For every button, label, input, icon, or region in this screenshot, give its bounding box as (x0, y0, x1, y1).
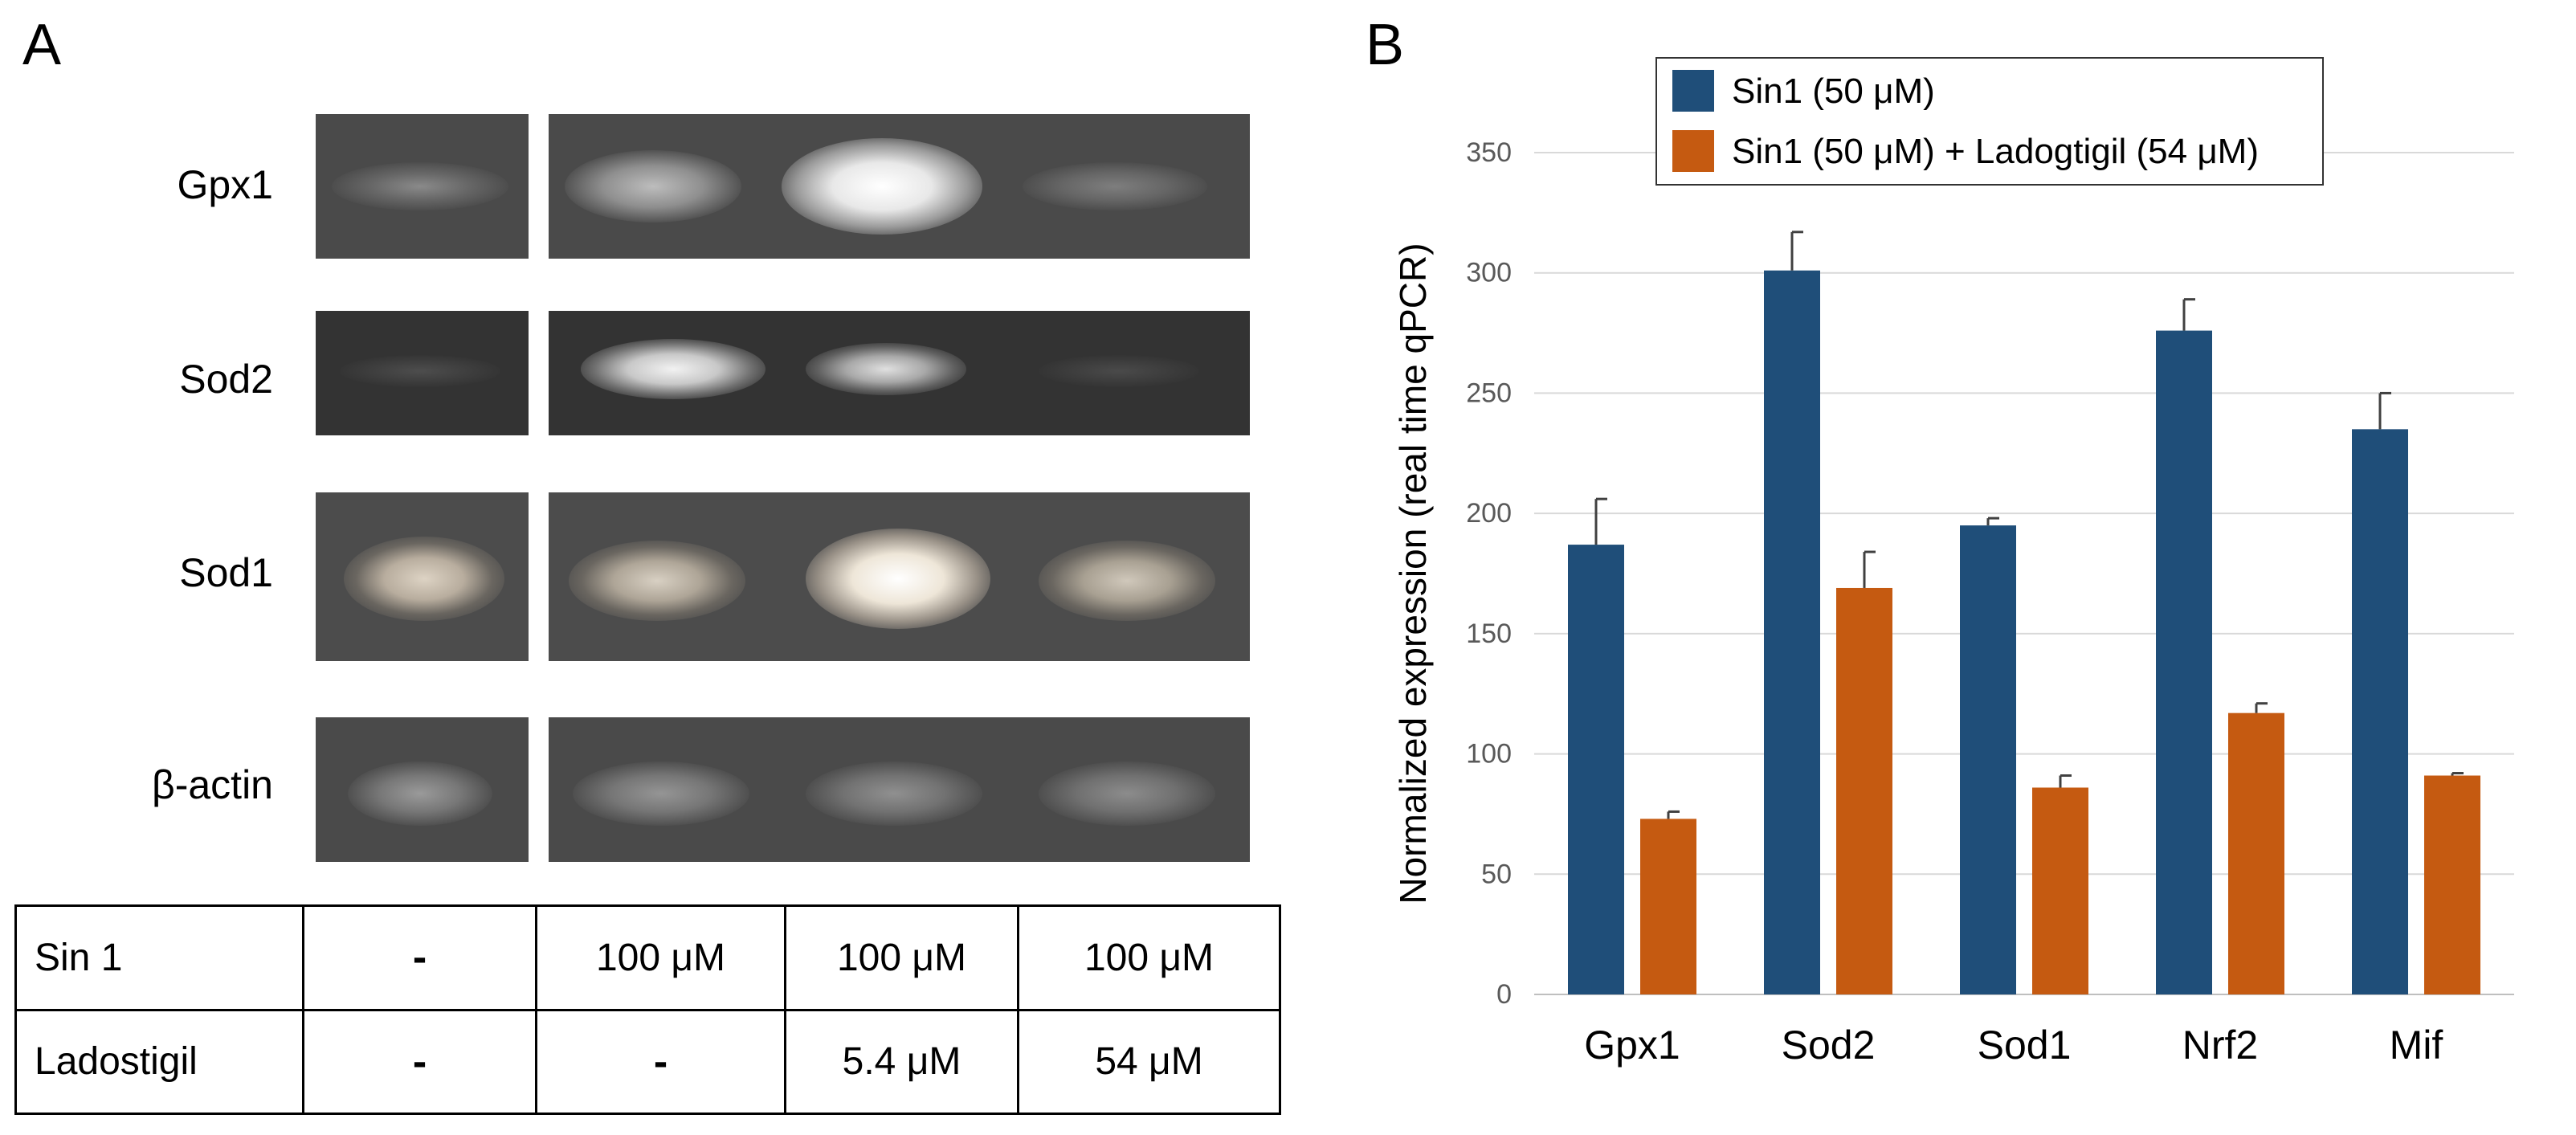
gel-gpx1-lanes (549, 114, 1250, 259)
gel-row-label-gpx1: Gpx1 (177, 162, 273, 207)
y-tick-label: 200 (1466, 498, 1512, 529)
table-cell: - (302, 904, 537, 1011)
bar-sin1 (2352, 429, 2408, 994)
x-category-label: Gpx1 (1584, 1023, 1680, 1068)
gel-sod2-lanes (549, 311, 1250, 435)
error-bars (1594, 231, 2464, 819)
table-row: Ladostigil - - 5.4 μM 54 μM (14, 1008, 1281, 1115)
expression-bar-chart: 0 50 100 150 200 250 300 350 Gpx1 Sod2 Sod1 Nrf2 Mi… (1392, 57, 2514, 1068)
band (332, 162, 508, 210)
panel-a-label: A (22, 13, 62, 77)
bar-sin1 (1568, 545, 1624, 994)
band (806, 529, 990, 629)
bar-sin1-ladostigil (2228, 712, 2284, 994)
y-axis-ticks: 0 50 100 150 200 250 300 350 (1466, 137, 1512, 1010)
y-tick-label: 250 (1466, 378, 1512, 408)
row-header-ladostigil: Ladostigil (14, 1008, 304, 1115)
legend-swatch-sin1-ladostigil (1672, 130, 1714, 172)
band (565, 150, 741, 223)
condition-table: Sin 1 - 100 μM 100 μM 100 μM Ladostigil … (14, 904, 1281, 1115)
band (348, 761, 492, 826)
band (581, 339, 765, 399)
bar-sin1-ladostigil (2424, 775, 2480, 994)
band (1039, 541, 1215, 621)
table-cell: 100 μM (1017, 904, 1281, 1011)
bar-sin1-ladostigil (2032, 787, 2088, 994)
y-tick-label: 0 (1496, 979, 1512, 1010)
table-cell: 54 μM (1017, 1008, 1281, 1115)
bar-sin1-ladostigil (1836, 587, 1892, 994)
bar-sin1-ladostigil (1640, 819, 1696, 994)
gel-row-label-sod1: Sod1 (179, 550, 273, 595)
table-cell: 5.4 μM (784, 1008, 1019, 1115)
bar-sin1 (1764, 270, 1820, 995)
table-cell: - (535, 1008, 786, 1115)
panel-b-label: B (1366, 13, 1405, 77)
y-tick-label: 50 (1481, 859, 1512, 889)
y-tick-label: 350 (1466, 137, 1512, 168)
x-category-label: Sod1 (1978, 1023, 2072, 1068)
gel-row-label-beta-actin: β-actin (151, 762, 273, 807)
y-axis-label: Normalized expression (real time qPCR) (1392, 243, 1434, 904)
band (806, 761, 982, 826)
bar-sin1 (2156, 330, 2212, 994)
table-cell: 100 μM (784, 904, 1019, 1011)
table-cell: 100 μM (535, 904, 786, 1011)
bars (1568, 270, 2480, 995)
gel-beta-actin-lane1 (316, 717, 529, 862)
row-header-sin1: Sin 1 (14, 904, 304, 1011)
legend-frame (1655, 57, 2324, 186)
gel-sod2-lane1 (316, 311, 529, 435)
gel-beta-actin-lanes (549, 717, 1250, 862)
band (1023, 162, 1207, 210)
gel-row-label-sod2: Sod2 (179, 357, 273, 402)
band (340, 355, 500, 387)
x-category-label: Mif (2390, 1023, 2443, 1068)
band (573, 761, 749, 826)
band (344, 537, 504, 621)
y-tick-label: 100 (1466, 739, 1512, 770)
x-category-label: Sod2 (1782, 1023, 1876, 1068)
x-axis-categories: Gpx1 Sod2 Sod1 Nrf2 Mif (1584, 1023, 2443, 1068)
legend-swatch-sin1 (1672, 70, 1714, 112)
band (569, 541, 745, 621)
y-tick-label: 300 (1466, 258, 1512, 288)
legend-label-sin1: Sin1 (50 μM) (1732, 71, 1935, 111)
band (1039, 355, 1199, 387)
band (806, 343, 966, 395)
legend-label-sin1-ladostigil: Sin1 (50 μM) + Ladogtigil (54 μM) (1732, 132, 2259, 171)
gel-gpx1-lane1 (316, 114, 529, 259)
y-tick-label: 150 (1466, 619, 1512, 649)
gel-sod1-lane1 (316, 492, 529, 661)
bar-sin1 (1960, 525, 2016, 994)
band (1039, 761, 1215, 826)
legend: Sin1 (50 μM) Sin1 (50 μM) + Ladogtigil (… (1655, 57, 2324, 186)
gel-sod1-lanes (549, 492, 1250, 661)
table-row: Sin 1 - 100 μM 100 μM 100 μM (14, 904, 1281, 1011)
x-category-label: Nrf2 (2182, 1023, 2258, 1068)
band (782, 138, 982, 235)
table-cell: - (302, 1008, 537, 1115)
